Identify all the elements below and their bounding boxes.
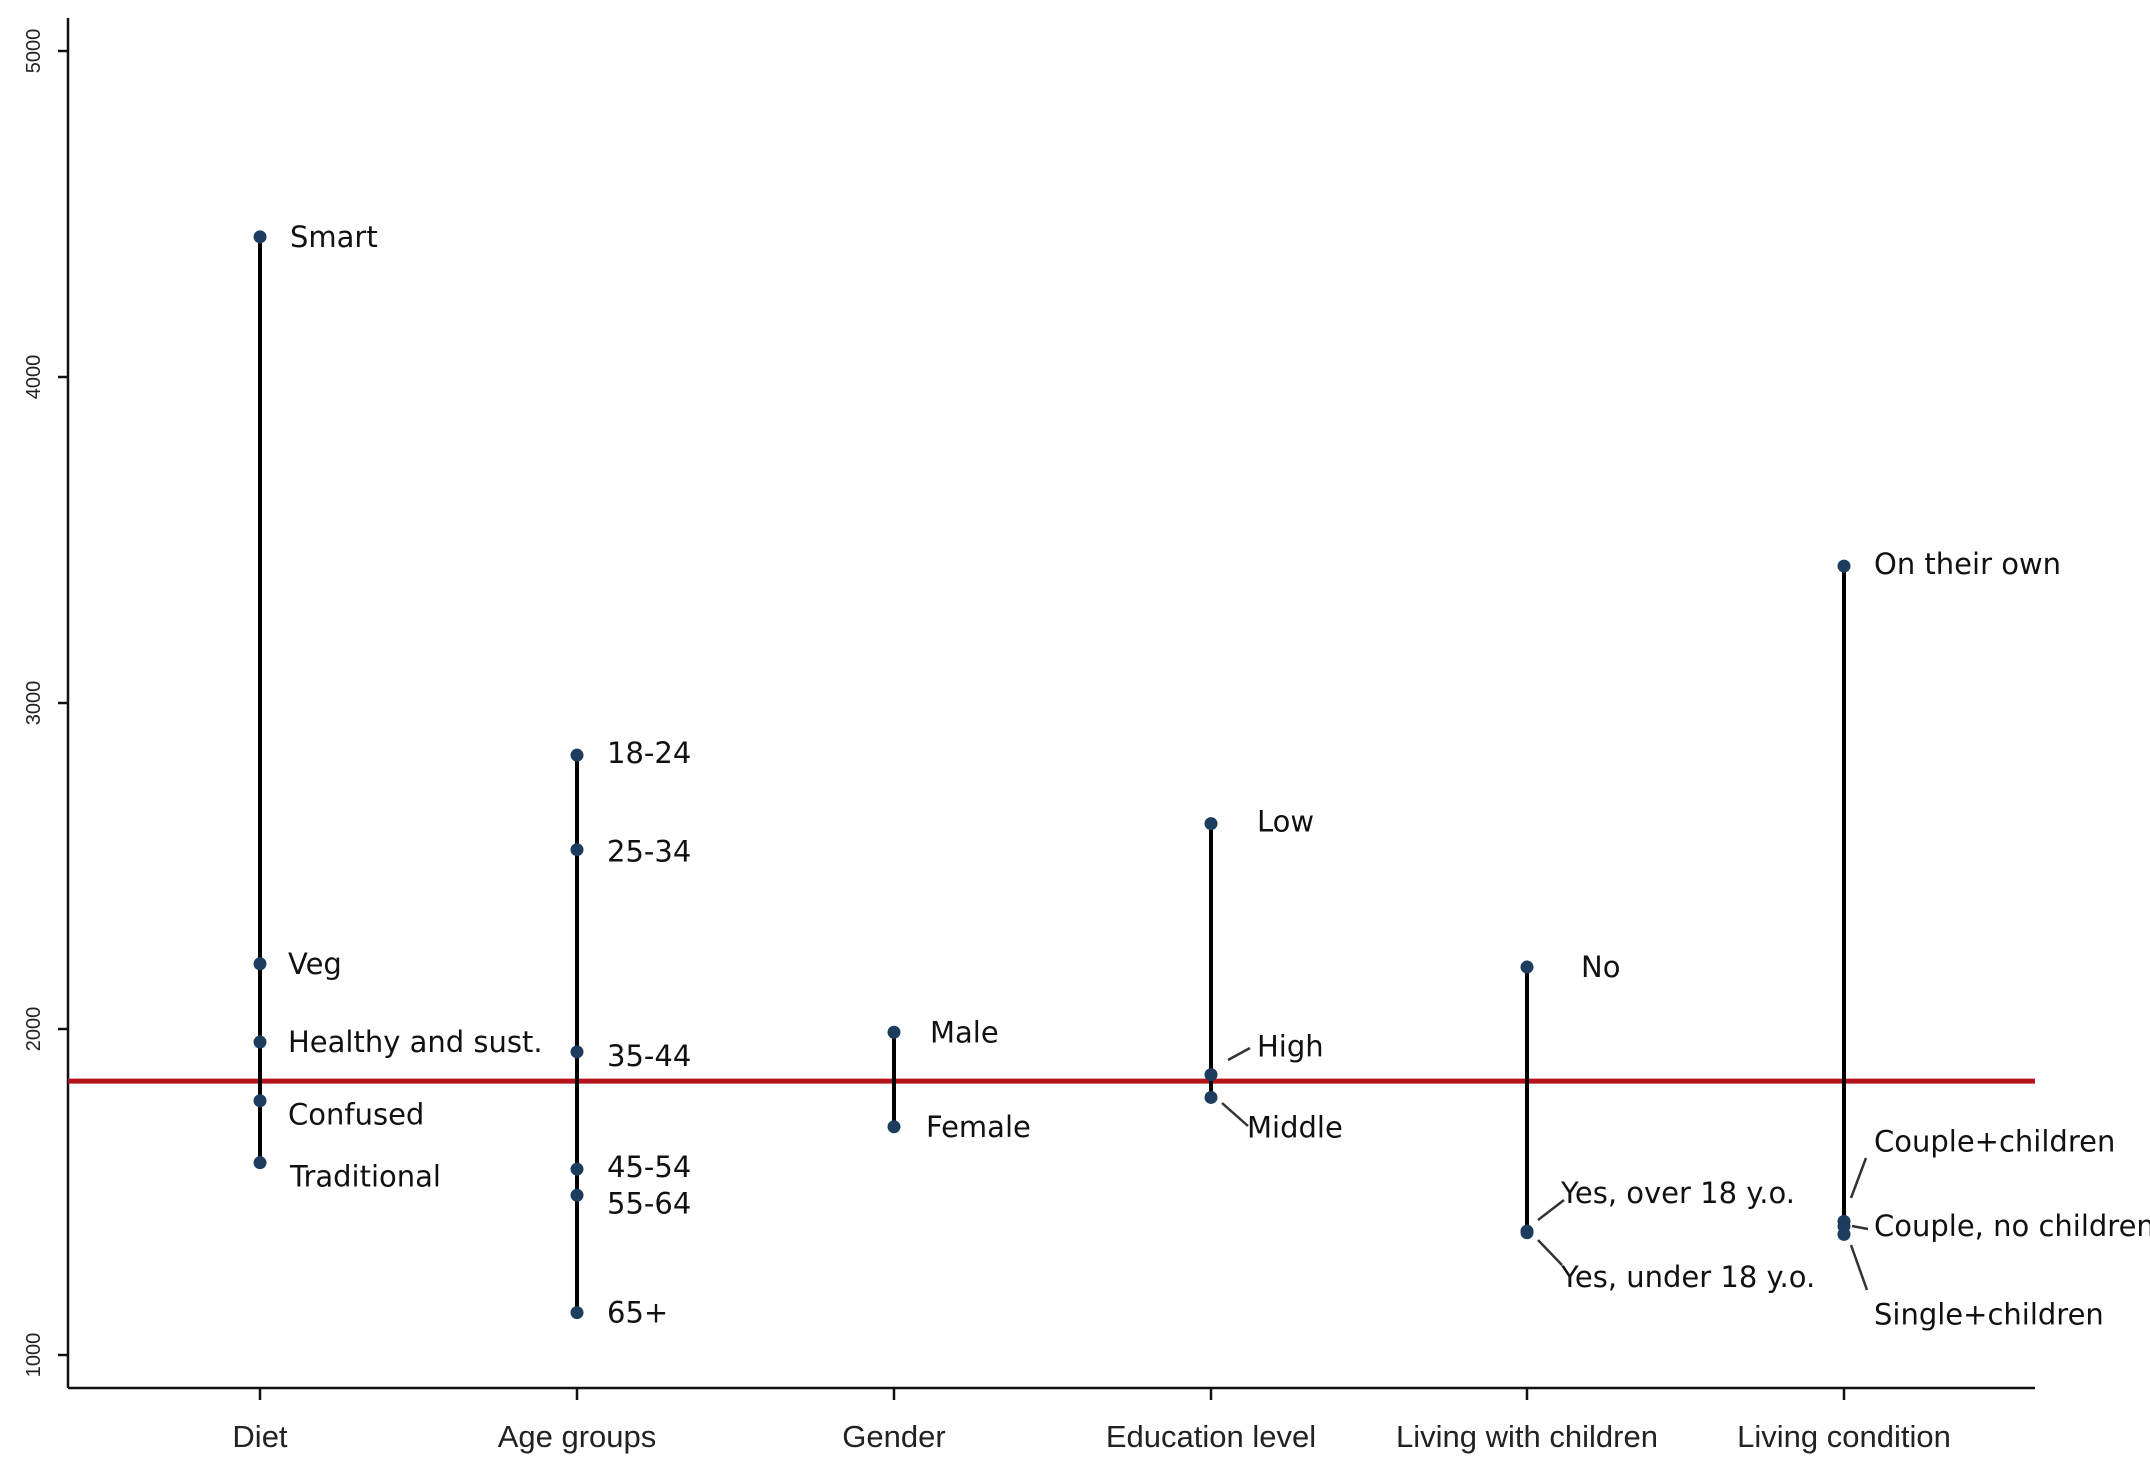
data-point bbox=[1520, 1226, 1534, 1240]
data-label: Smart bbox=[290, 220, 378, 254]
data-label: Traditional bbox=[289, 1160, 441, 1194]
x-tick-label: Living condition bbox=[1737, 1419, 1951, 1454]
leader-line bbox=[1227, 1046, 1251, 1062]
data-point bbox=[1837, 559, 1851, 573]
data-label: Couple, no children bbox=[1874, 1209, 2150, 1243]
data-label: Yes, over 18 y.o. bbox=[1560, 1176, 1795, 1210]
data-label: Female bbox=[926, 1110, 1031, 1144]
leader-lines bbox=[1221, 1046, 1869, 1291]
leader-line bbox=[1537, 1239, 1563, 1266]
data-label: Yes, under 18 y.o. bbox=[1560, 1260, 1815, 1294]
data-point bbox=[570, 1188, 584, 1202]
points bbox=[253, 230, 1851, 1320]
x-tick-label: Gender bbox=[842, 1419, 945, 1454]
y-tick-label: 4000 bbox=[23, 355, 45, 400]
data-point bbox=[570, 843, 584, 857]
data-label: No bbox=[1581, 950, 1620, 984]
data-label: 65+ bbox=[607, 1296, 668, 1330]
leader-line bbox=[1849, 1244, 1869, 1291]
data-point bbox=[1204, 1068, 1218, 1082]
data-point bbox=[570, 748, 584, 762]
data-label: Middle bbox=[1247, 1110, 1343, 1144]
data-label: High bbox=[1257, 1030, 1324, 1064]
leader-line bbox=[1537, 1199, 1565, 1221]
data-label: Male bbox=[930, 1015, 999, 1049]
data-label: Couple+children bbox=[1874, 1124, 2115, 1158]
data-label: Healthy and sust. bbox=[288, 1025, 543, 1059]
data-label: Single+children bbox=[1874, 1297, 2104, 1331]
data-label: Low bbox=[1257, 805, 1314, 839]
data-label: 18-24 bbox=[607, 736, 691, 770]
data-label: Confused bbox=[288, 1098, 424, 1132]
data-point bbox=[253, 957, 267, 971]
y-tick-label: 2000 bbox=[23, 1007, 45, 1052]
y-tick-label: 3000 bbox=[23, 681, 45, 726]
data-point bbox=[1204, 1090, 1218, 1104]
data-label: 45-54 bbox=[607, 1150, 691, 1184]
data-point bbox=[253, 230, 267, 244]
x-tick-label: Age groups bbox=[498, 1419, 657, 1454]
leader-line bbox=[1849, 1157, 1868, 1199]
y-tick-label: 1000 bbox=[23, 1333, 45, 1378]
data-point bbox=[253, 1156, 267, 1170]
x-tick-label: Living with children bbox=[1396, 1419, 1658, 1454]
data-label: On their own bbox=[1874, 547, 2061, 581]
y-tick-label: 5000 bbox=[23, 29, 45, 74]
point-labels: Smart Veg Healthy and sust. Confused Traditi… bbox=[288, 220, 2150, 1332]
data-point bbox=[887, 1120, 901, 1134]
data-point bbox=[1837, 1227, 1851, 1241]
leader-line bbox=[1851, 1224, 1869, 1231]
data-label: Veg bbox=[288, 947, 342, 981]
data-label: 25-34 bbox=[607, 835, 691, 869]
data-point bbox=[570, 1306, 584, 1320]
data-point bbox=[253, 1035, 267, 1049]
axes: 1000 2000 3000 4000 5000 Diet Age groups Gender… bbox=[23, 18, 2035, 1454]
data-point bbox=[1204, 817, 1218, 831]
stems bbox=[258, 236, 1846, 1313]
data-point bbox=[570, 1162, 584, 1176]
x-tick-label: Education level bbox=[1106, 1419, 1316, 1454]
x-tick-label: Diet bbox=[232, 1419, 288, 1454]
data-point bbox=[887, 1025, 901, 1039]
data-point bbox=[570, 1045, 584, 1059]
data-point bbox=[1520, 960, 1534, 974]
data-label: 55-64 bbox=[607, 1186, 691, 1220]
data-label: 35-44 bbox=[607, 1039, 691, 1073]
leader-line bbox=[1221, 1102, 1249, 1127]
data-point bbox=[253, 1094, 267, 1108]
